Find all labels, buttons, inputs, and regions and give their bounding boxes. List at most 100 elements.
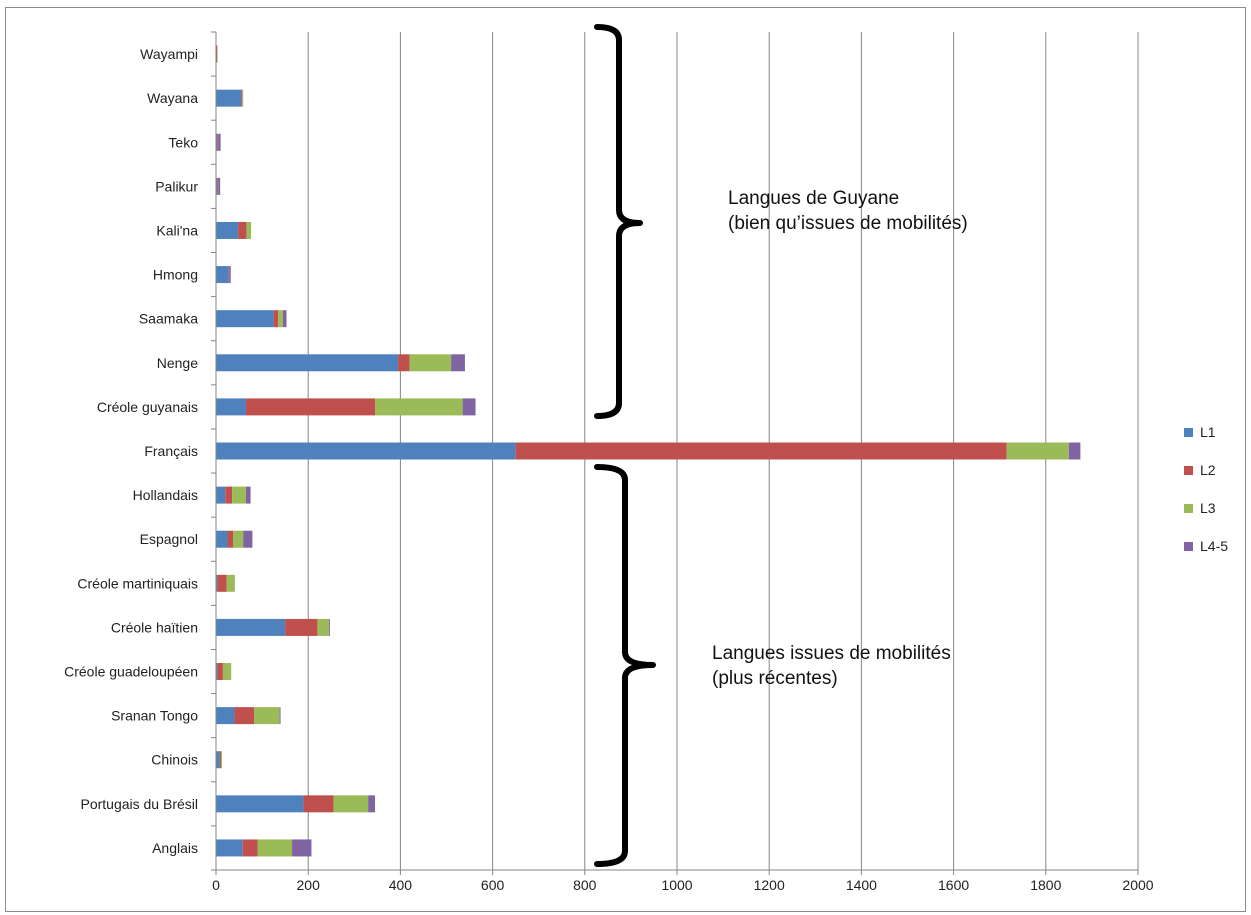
bar-segment <box>216 663 218 681</box>
bar-segment <box>241 89 243 107</box>
bar-segment <box>217 663 223 681</box>
bar-segment <box>243 530 253 548</box>
annotation-mobilites-line1: Langues issues de mobilités <box>712 643 951 664</box>
legend-label: L3 <box>1200 500 1216 516</box>
legend: L1 L2 L3 L4-5 <box>1184 424 1228 554</box>
bar-segment <box>216 751 220 769</box>
bar-segment <box>242 89 244 107</box>
bar-segment <box>234 707 255 725</box>
bar-segment <box>216 530 228 548</box>
bar-segment <box>368 795 376 813</box>
category-label: Wayampi <box>140 46 198 62</box>
bar-segment <box>242 839 258 857</box>
brace-bottom <box>594 464 656 867</box>
category-label: Kali'na <box>156 222 198 238</box>
bar-segment <box>216 177 218 195</box>
category-label: Créole martiniquais <box>77 575 198 591</box>
bar-segment <box>216 839 243 857</box>
x-tick-label: 1600 <box>938 877 969 893</box>
bar-segment <box>273 310 279 328</box>
bar-segment <box>217 133 219 151</box>
x-tick-label: 0 <box>212 877 220 893</box>
annotation-mobilites-line2: (plus récentes) <box>712 668 838 689</box>
bar-segment <box>1068 442 1081 460</box>
category-label: Créole guyanais <box>97 399 198 415</box>
category-label: Espagnol <box>140 531 198 547</box>
category-label: Anglais <box>152 840 198 856</box>
bar-segment <box>225 486 233 504</box>
bar-segment <box>228 266 230 284</box>
bar-segment <box>515 442 1007 460</box>
annotation-mobilites: Langues issues de mobilités (plus récent… <box>712 641 951 691</box>
category-labels: Wayampi Wayana Teko Palikur Kali'na Hmong Saam… <box>64 46 198 856</box>
bar-segment <box>303 795 334 813</box>
bar-segment <box>462 398 476 416</box>
legend-label: L2 <box>1200 462 1216 478</box>
bar-segment <box>216 45 218 63</box>
bar-segment <box>292 839 312 857</box>
x-tick-label: 400 <box>389 877 413 893</box>
bar-segment <box>1006 442 1069 460</box>
bar-segment <box>216 795 304 813</box>
x-tick-labels: 0 200 400 600 800 1000 1200 1400 1600 1800 2000 <box>212 877 1154 893</box>
bar-segment <box>451 354 465 372</box>
x-tick-label: 800 <box>573 877 597 893</box>
axes <box>211 31 1139 875</box>
bar-segment <box>238 221 247 239</box>
bar-segment <box>216 398 246 416</box>
bar-segment <box>218 177 221 195</box>
bar-segment <box>317 618 329 636</box>
category-label: Français <box>144 443 198 459</box>
bar-segment <box>226 574 235 592</box>
bar-segment <box>246 221 252 239</box>
bar-segment <box>216 486 226 504</box>
legend-label: L1 <box>1200 424 1216 440</box>
legend-swatch <box>1184 466 1193 475</box>
bar-segment <box>216 133 218 151</box>
bar-segment <box>278 310 283 328</box>
x-tick-label: 1400 <box>846 877 877 893</box>
bar-segment <box>409 354 452 372</box>
bar-segment <box>216 618 286 636</box>
category-label: Hollandais <box>133 487 198 503</box>
legend-swatch <box>1184 542 1193 551</box>
bar-segment <box>333 795 369 813</box>
bar-segment <box>216 89 242 107</box>
bar-segment <box>254 707 280 725</box>
category-label: Saamaka <box>139 311 198 327</box>
bar-segment <box>219 751 222 769</box>
annotation-guyane-line2: (bien qu’issues de mobilités) <box>728 213 968 234</box>
bar-segment <box>285 618 318 636</box>
bar-segment <box>245 398 376 416</box>
bar-segment <box>216 442 516 460</box>
category-label: Teko <box>168 134 198 150</box>
bar-segment <box>217 574 227 592</box>
bar-segment <box>216 707 235 725</box>
x-tick-label: 600 <box>481 877 505 893</box>
x-tick-label: 1200 <box>754 877 785 893</box>
bar-segment <box>232 486 246 504</box>
bar-segment <box>216 574 218 592</box>
bar-segment <box>279 707 281 725</box>
bar-segment <box>221 751 222 769</box>
category-label: Nenge <box>157 355 198 371</box>
group-braces <box>594 24 656 867</box>
bar-segment <box>216 310 274 328</box>
x-tick-label: 2000 <box>1122 877 1153 893</box>
category-label: Créole guadeloupéen <box>64 664 198 680</box>
category-label: Chinois <box>151 752 198 768</box>
annotation-guyane: Langues de Guyane (bien qu’issues de mob… <box>728 186 968 236</box>
x-tick-label: 200 <box>297 877 321 893</box>
x-tick-label: 1800 <box>1030 877 1061 893</box>
bar-segment <box>216 221 239 239</box>
bar-segment <box>229 266 231 284</box>
category-label: Portugais du Brésil <box>80 796 198 812</box>
legend-swatch <box>1184 504 1193 513</box>
category-label: Palikur <box>155 178 198 194</box>
bar-segment <box>222 663 232 681</box>
bar-segment <box>233 530 244 548</box>
legend-label: L4-5 <box>1200 538 1228 554</box>
bar-segment <box>245 486 251 504</box>
bar-segment <box>216 266 229 284</box>
